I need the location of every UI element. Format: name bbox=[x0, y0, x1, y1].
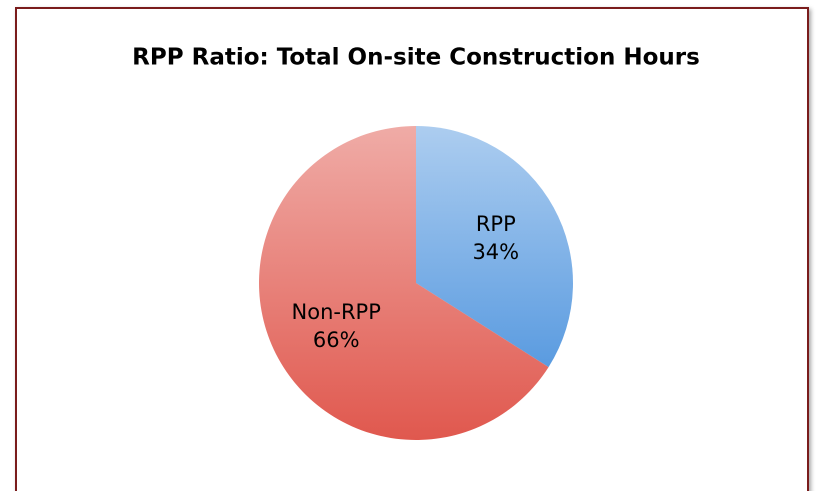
slice-value-label: 66% bbox=[313, 328, 360, 352]
pie-slice bbox=[258, 126, 549, 441]
chart-title: RPP Ratio: Total On-site Construction Ho… bbox=[132, 45, 700, 71]
slice-category-label: RPP bbox=[476, 212, 516, 236]
slice-value-label: 34% bbox=[472, 240, 519, 264]
slice-category-label: Non-RPP bbox=[292, 300, 381, 324]
pie-slice bbox=[416, 126, 573, 368]
